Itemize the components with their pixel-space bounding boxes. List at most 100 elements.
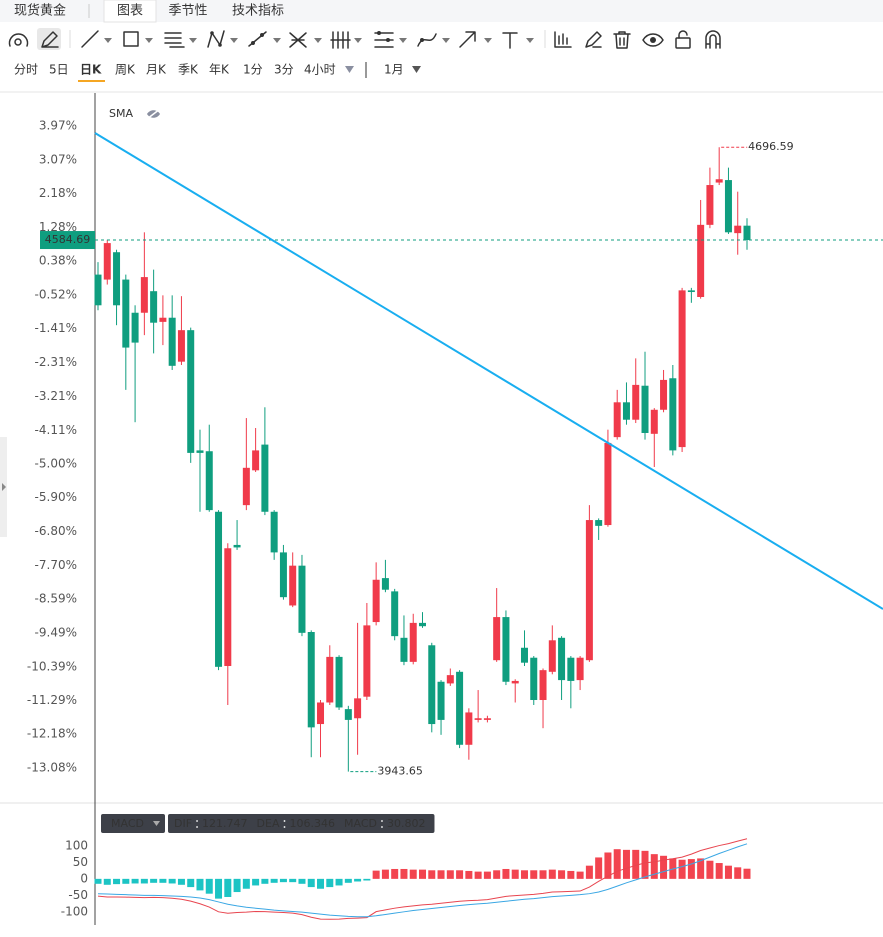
macd-bar: [196, 878, 204, 891]
candle-body: [502, 617, 510, 682]
y-tick-label: 2.18%: [39, 186, 77, 200]
tab[interactable]: 技术指标: [232, 4, 284, 19]
period-button[interactable]: 5日: [49, 63, 69, 77]
y-tick-label: -5.00%: [35, 456, 77, 470]
tool-lines[interactable]: [164, 32, 197, 48]
tool-curve[interactable]: [417, 33, 450, 47]
period-button[interactable]: 分时: [14, 63, 38, 77]
macd-bar: [697, 858, 705, 879]
candle-body: [548, 640, 556, 672]
candle-body: [632, 384, 640, 420]
side-panel-arrow: [2, 483, 6, 491]
candle-body: [261, 444, 269, 512]
tool-lock[interactable]: [675, 30, 691, 49]
readout-value: 30.802: [387, 817, 426, 830]
tool-pattern[interactable]: [207, 30, 238, 48]
macd-bar: [613, 849, 621, 879]
macd-bar: [289, 878, 297, 883]
candle-body: [94, 274, 102, 306]
candle-body: [391, 591, 399, 637]
tool-arrow[interactable]: [459, 31, 492, 48]
candle-body: [400, 637, 408, 662]
macd-bar: [465, 870, 473, 879]
macd-bar: [428, 870, 436, 879]
tab[interactable]: 季节性: [168, 4, 207, 19]
trend-line-drawing[interactable]: [94, 132, 883, 610]
candle-body: [103, 243, 111, 280]
candle-body: [252, 450, 260, 471]
macd-bar: [363, 878, 371, 881]
candle-body: [520, 647, 528, 663]
y-tick-label: -3.21%: [35, 389, 77, 403]
y-tick-label: -13.08%: [27, 761, 77, 775]
readout-colon: [196, 820, 198, 822]
period-button[interactable]: 年K: [209, 63, 230, 77]
tool-ray[interactable]: [248, 31, 281, 47]
tool-eye[interactable]: [642, 33, 664, 47]
indicator-selector-bg[interactable]: [101, 814, 165, 833]
candle-body: [715, 179, 723, 183]
tool-chart[interactable]: [554, 31, 572, 48]
candle-body: [113, 252, 121, 306]
tool-fib[interactable]: [289, 32, 322, 48]
candle-body: [177, 330, 185, 362]
candle-body: [335, 656, 343, 708]
low-label: 3943.65: [377, 765, 423, 778]
period-button[interactable]: 3分: [274, 63, 294, 77]
macd-bar: [400, 868, 408, 879]
range-dropdown[interactable]: [412, 66, 421, 73]
macd-bar: [279, 878, 287, 883]
range-button[interactable]: 1月: [384, 63, 404, 77]
y-tick-label: -50: [68, 888, 88, 902]
y-tick-label: 100: [65, 838, 88, 852]
tool-gauge[interactable]: [8, 33, 29, 47]
macd-bar: [372, 870, 380, 879]
candle-body: [669, 378, 677, 451]
period-button[interactable]: 1分: [243, 63, 263, 77]
tool-line[interactable]: [81, 30, 112, 48]
candle-body: [567, 657, 575, 681]
readout-bg: [168, 814, 435, 833]
tool-pencil[interactable]: [41, 31, 59, 48]
tool-trash[interactable]: [613, 31, 631, 49]
tool-magnet[interactable]: [705, 30, 721, 49]
indicator-selector-arrow: [153, 821, 160, 826]
macd-bar: [567, 870, 575, 879]
candle-body: [743, 225, 751, 241]
candle-body: [437, 681, 445, 720]
macd-bar: [585, 865, 593, 879]
readout-name: DIF: [174, 817, 192, 830]
candle-body: [595, 520, 603, 526]
tool-brush[interactable]: [585, 31, 602, 48]
macd-bar: [131, 878, 139, 884]
tab[interactable]: 图表: [117, 4, 143, 19]
tool-channel[interactable]: [374, 31, 407, 48]
macd-bar: [558, 870, 566, 879]
macd-bar: [734, 867, 742, 879]
indicator-visibility-icon[interactable]: [146, 108, 161, 120]
tool-text[interactable]: [502, 32, 534, 49]
period-button[interactable]: 月K: [146, 63, 167, 77]
tool-bars[interactable]: [330, 31, 362, 49]
macd-bar: [474, 871, 482, 879]
period-dropdown[interactable]: [345, 66, 354, 73]
tool-rect[interactable]: [123, 31, 153, 47]
candle-body: [372, 579, 380, 623]
macd-bar: [391, 868, 399, 879]
macd-bar: [622, 849, 630, 879]
candle-body: [289, 565, 297, 606]
period-button[interactable]: 季K: [178, 63, 199, 77]
tab-bar: [0, 0, 883, 22]
macd-bar: [419, 869, 426, 879]
candle-body: [215, 511, 223, 667]
y-tick-label: 3.97%: [39, 118, 77, 132]
candle-body: [604, 442, 612, 526]
y-tick-label: -8.59%: [35, 592, 77, 606]
candle-body: [660, 379, 668, 410]
y-tick-label: -2.31%: [35, 355, 77, 369]
period-button-selected[interactable]: 日K: [80, 63, 102, 77]
period-button[interactable]: 周K: [115, 63, 136, 77]
period-button[interactable]: 4小时: [304, 63, 336, 77]
candle-body: [724, 180, 732, 233]
candle-body: [465, 712, 473, 745]
